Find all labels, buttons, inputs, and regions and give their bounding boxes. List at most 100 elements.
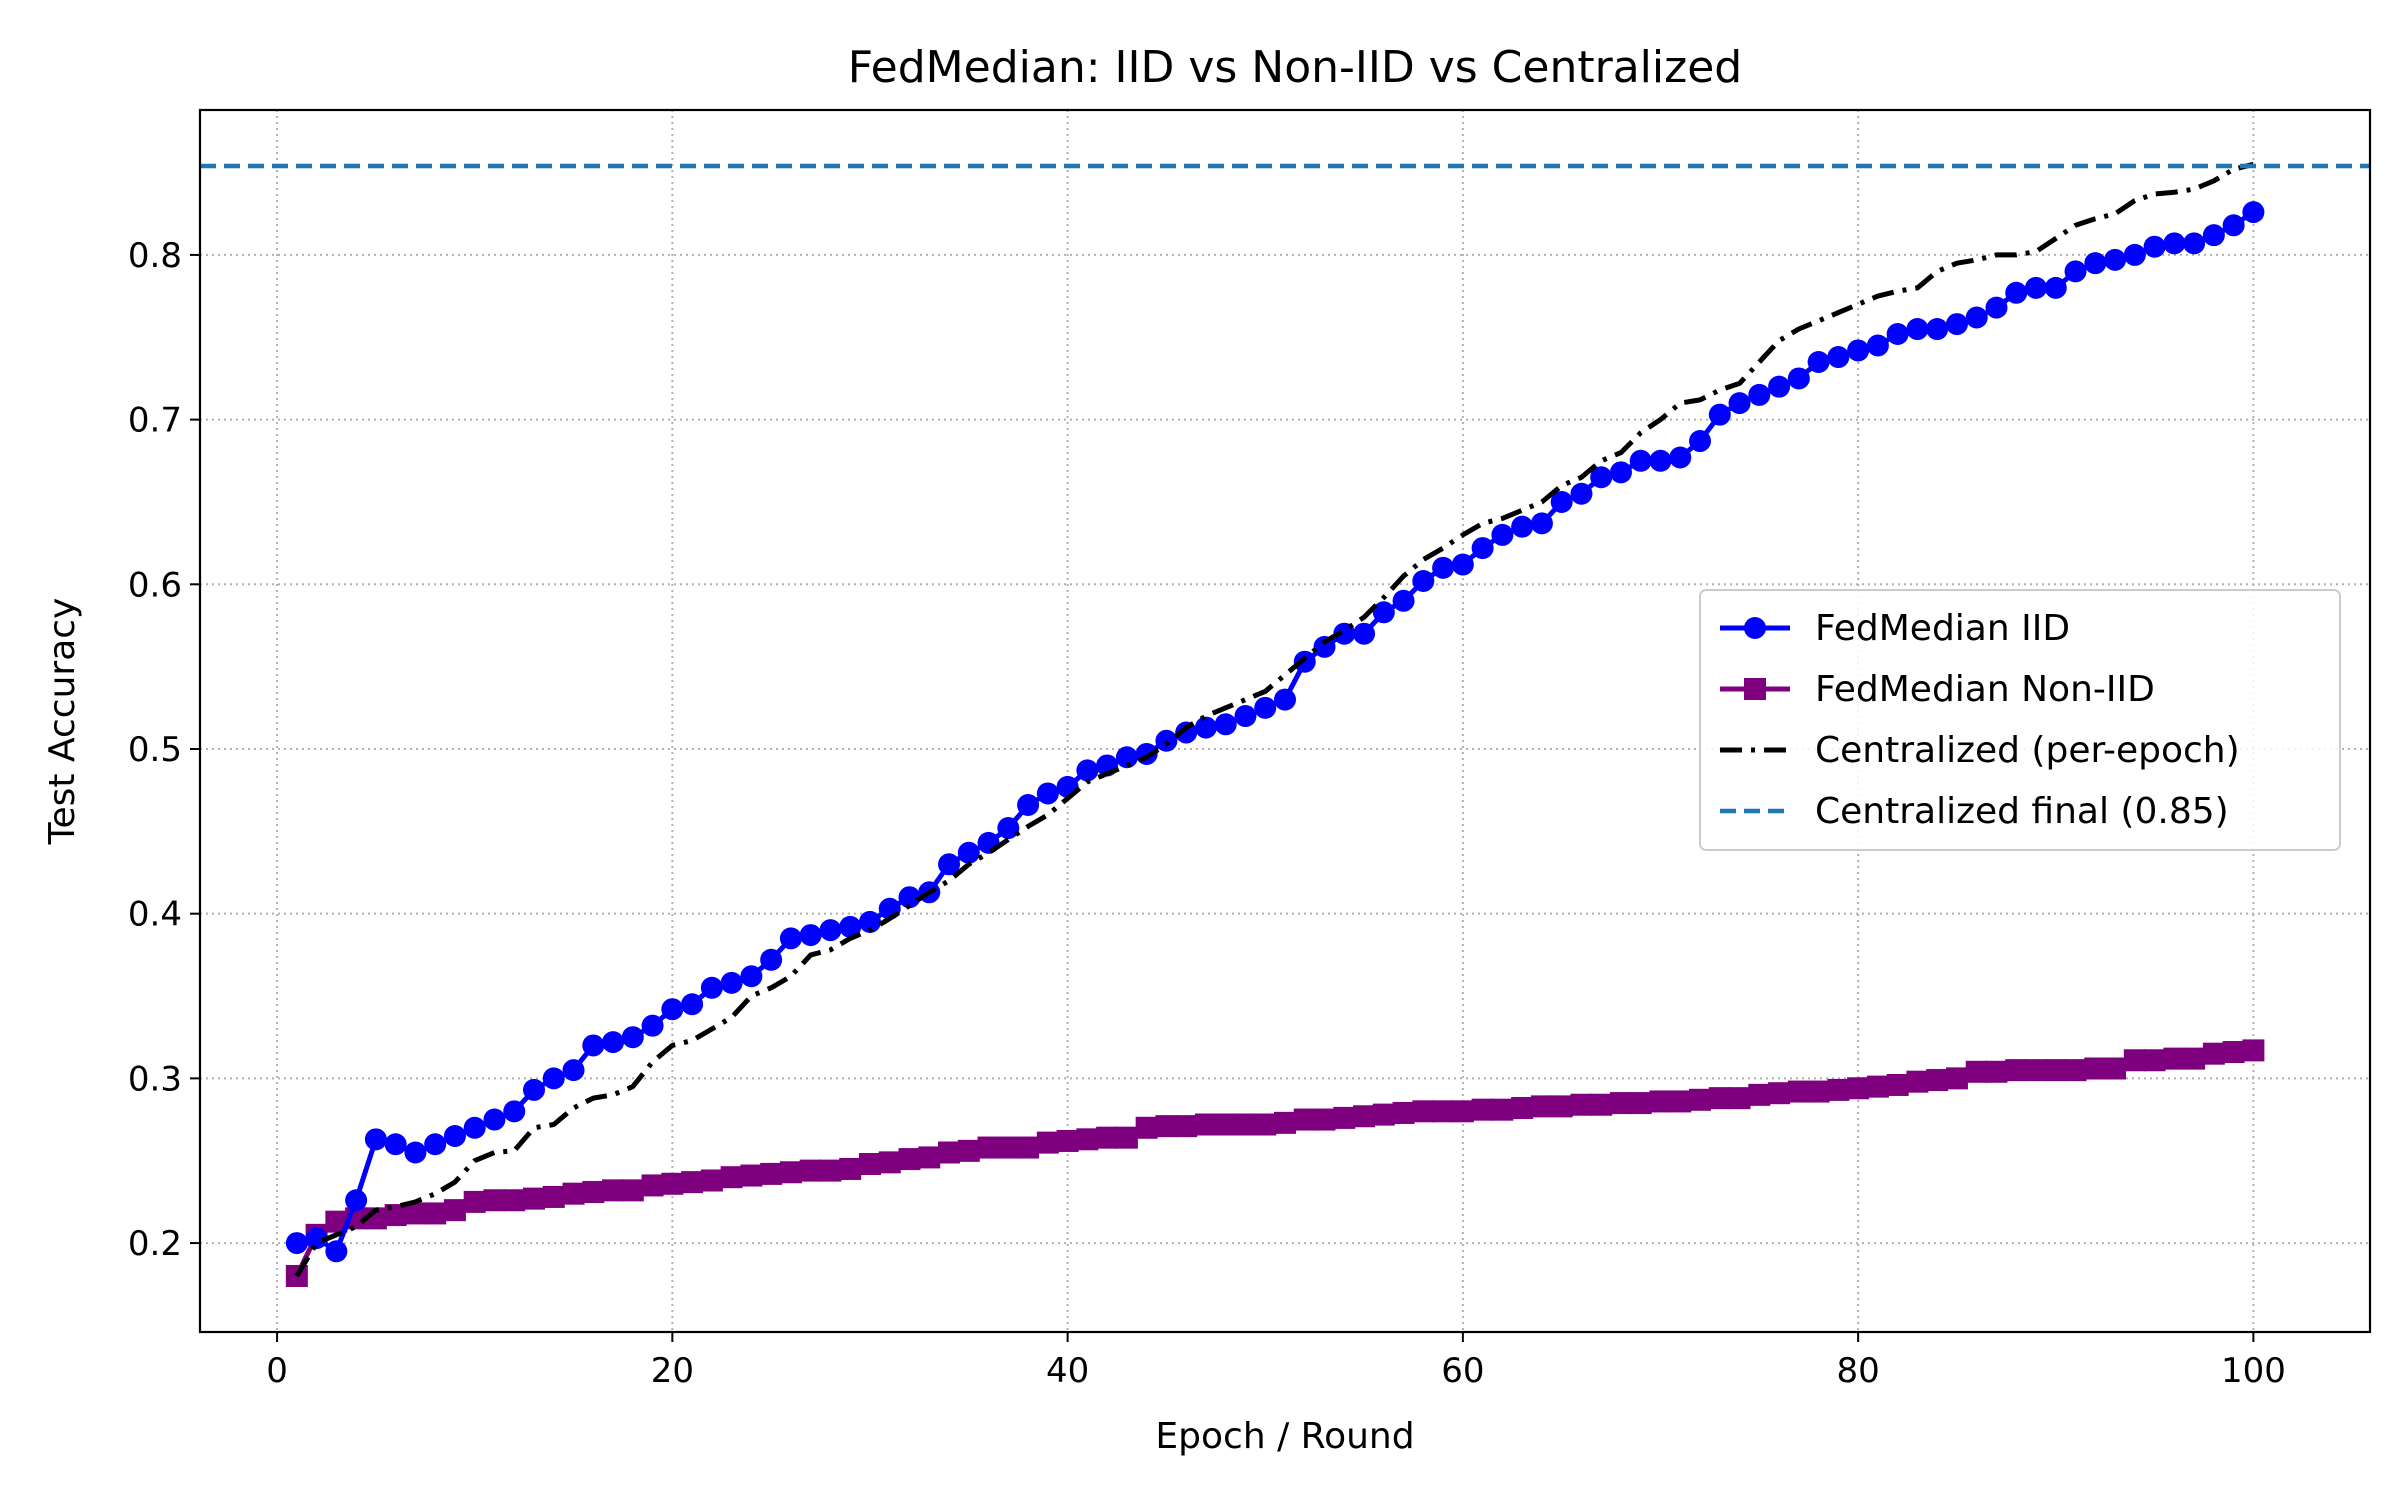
data-point (2123, 243, 2146, 266)
series-centralized-per-epoch (294, 161, 2255, 1278)
data-point (720, 971, 743, 994)
data-point (424, 1202, 447, 1225)
data-point (404, 1141, 427, 1164)
data-point (2242, 1039, 2265, 1062)
data-point (542, 1185, 565, 1208)
data-point (1234, 1113, 1257, 1136)
data-point (1392, 589, 1415, 612)
data-point (720, 1166, 743, 1189)
axis-ticks: 0 20 40 60 80 100 0.2 0.3 0.4 0.5 0.6 0.7 0.8 (128, 236, 2286, 1391)
legend-swatch-marker (1744, 617, 1766, 639)
data-point (1155, 729, 1178, 752)
data-point (1728, 392, 1751, 415)
data-point (858, 1153, 881, 1176)
data-point (2084, 252, 2107, 275)
y-tick-label: 0.3 (128, 1059, 182, 1099)
data-point (1807, 1080, 1830, 1103)
data-point (305, 1227, 328, 1250)
data-point (384, 1133, 407, 1156)
data-point (1609, 461, 1632, 484)
data-point (345, 1189, 368, 1212)
series-fedmedian-iid (285, 201, 2265, 1263)
data-point (1689, 430, 1712, 453)
data-point (2064, 1059, 2087, 1082)
data-point (878, 1151, 901, 1174)
data-point (661, 998, 684, 1021)
data-point (681, 1171, 704, 1194)
data-point (839, 1157, 862, 1180)
x-tick-label: 60 (1441, 1351, 1484, 1391)
data-point (1570, 1093, 1593, 1116)
x-axis-label: Epoch / Round (1155, 1416, 1414, 1457)
data-point (1451, 1100, 1474, 1123)
data-point (463, 1190, 486, 1213)
data-point (1530, 1095, 1553, 1118)
data-point (938, 853, 961, 876)
data-point (602, 1031, 625, 1054)
data-point (1036, 782, 1059, 805)
data-point (1115, 746, 1138, 769)
x-tick-label: 80 (1837, 1351, 1880, 1391)
data-point (1985, 1060, 2008, 1083)
data-point (582, 1181, 605, 1204)
data-point (641, 1174, 664, 1197)
data-point (1353, 1105, 1376, 1128)
data-point (1451, 553, 1474, 576)
data-point (1787, 1080, 1810, 1103)
data-point (1550, 1095, 1573, 1118)
series-fedmedian-non-iid (285, 1039, 2265, 1288)
data-point (1886, 1073, 1909, 1096)
data-point (858, 910, 881, 933)
data-point (1175, 1115, 1198, 1138)
data-point (700, 976, 723, 999)
data-point (1076, 1128, 1099, 1151)
data-point (621, 1179, 644, 1202)
data-point (1629, 449, 1652, 472)
data-point (2222, 1041, 2245, 1064)
data-point (760, 1162, 783, 1185)
data-point (364, 1128, 387, 1151)
series-layer (200, 161, 2370, 1288)
data-point (2183, 232, 2206, 255)
data-point (2025, 1059, 2048, 1082)
data-point (1076, 759, 1099, 782)
legend-label: FedMedian Non-IID (1815, 669, 2155, 710)
data-point (1214, 1113, 1237, 1136)
data-point (1115, 1126, 1138, 1149)
data-point (285, 1232, 308, 1255)
data-point (1728, 1087, 1751, 1110)
data-point (997, 1136, 1020, 1159)
data-point (1827, 346, 1850, 369)
y-tick-label: 0.7 (128, 401, 182, 441)
data-point (681, 993, 704, 1016)
data-point (2044, 1059, 2067, 1082)
data-point (898, 1148, 921, 1171)
data-point (1748, 383, 1771, 406)
data-point (2143, 1049, 2166, 1072)
data-point (1945, 313, 1968, 336)
data-point (760, 948, 783, 971)
data-point (1471, 1098, 1494, 1121)
data-point (1036, 1131, 1059, 1154)
data-point (1372, 1103, 1395, 1126)
data-point (2222, 214, 2245, 237)
data-point (1629, 1092, 1652, 1115)
data-point (997, 817, 1020, 840)
data-point (1570, 482, 1593, 505)
legend-box (1699, 589, 2341, 851)
data-point (1471, 537, 1494, 560)
data-point (1649, 449, 1672, 472)
data-point (1333, 1106, 1356, 1129)
data-point (582, 1034, 605, 1057)
data-point (562, 1059, 585, 1082)
data-point (1056, 1129, 1079, 1152)
data-point (1353, 622, 1376, 645)
data-point (2202, 224, 2225, 247)
data-point (1293, 650, 1316, 673)
data-point (1274, 688, 1296, 711)
data-point (1926, 1069, 1949, 1092)
data-point (1926, 318, 1949, 341)
legend: FedMedian IID FedMedian Non-IID Centralize… (1699, 589, 2341, 851)
